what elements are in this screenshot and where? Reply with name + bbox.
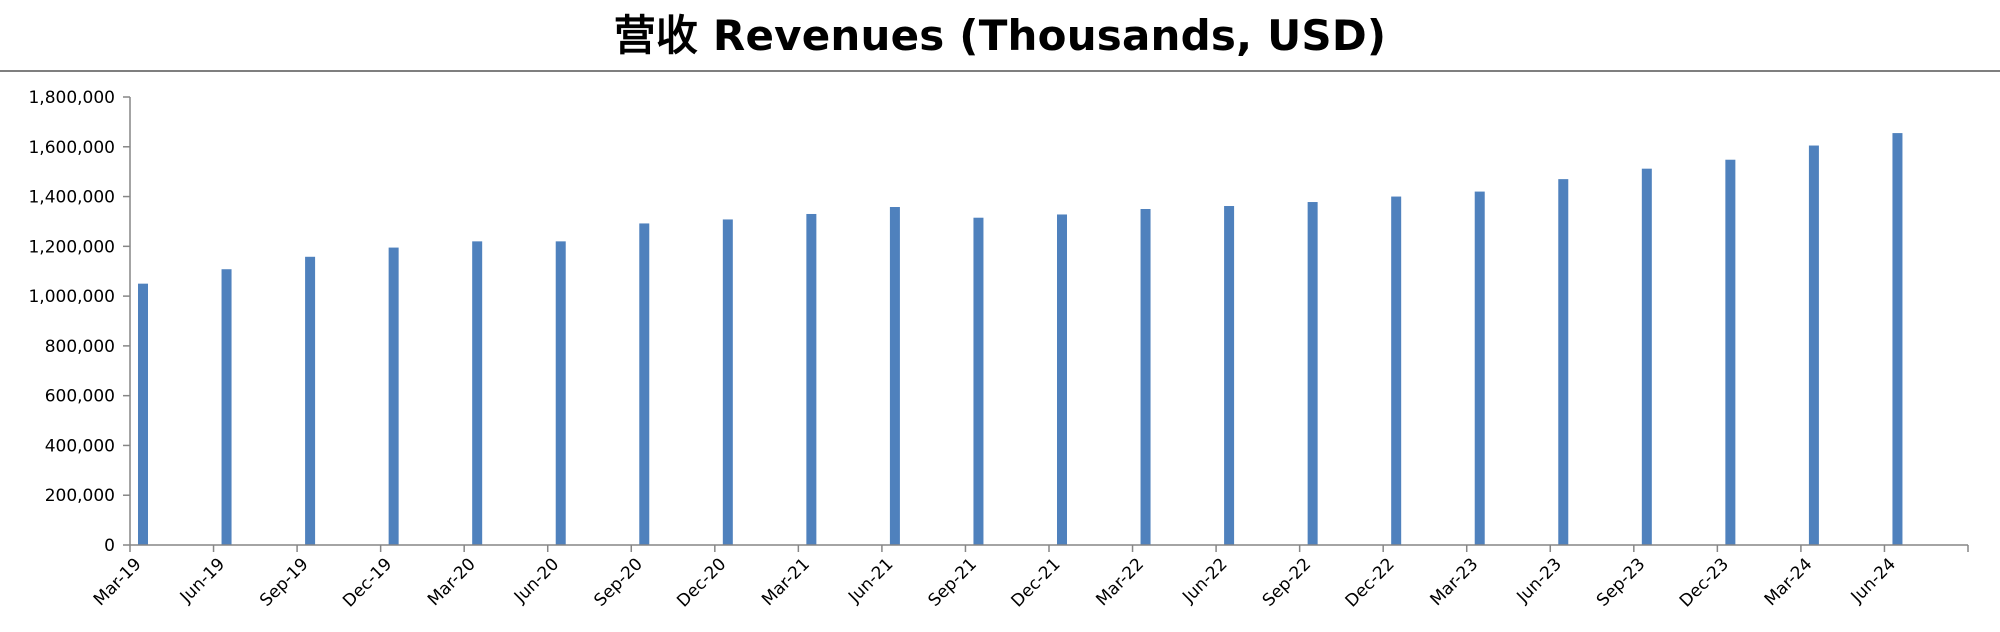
- bar: [305, 256, 316, 545]
- x-tick-label: Sep-20: [590, 554, 646, 610]
- bar: [1725, 159, 1736, 545]
- y-tick-label: 0: [104, 536, 115, 556]
- bar: [1641, 168, 1652, 545]
- x-tick-label: Mar-23: [1427, 554, 1483, 610]
- x-tick-label: Jun-22: [1178, 554, 1231, 607]
- x-tick-label: Jun-21: [844, 554, 897, 607]
- x-tick-label: Jun-24: [1847, 554, 1900, 607]
- bar: [889, 207, 900, 545]
- y-tick-label: 1,200,000: [28, 237, 115, 257]
- bar: [555, 241, 566, 545]
- x-axis-ticks: Mar-19 Jun-19 Sep-19 Dec-19 Mar-20 Jun-20 Sep-…: [90, 545, 1969, 611]
- y-axis-ticks: 0 200,000 400,000 600,000 800,000 1,000,000 1,…: [28, 88, 130, 556]
- x-tick-label: Sep-21: [925, 554, 981, 610]
- y-tick-label: 1,800,000: [28, 88, 115, 108]
- x-tick-label: Mar-22: [1092, 554, 1148, 610]
- x-tick-label: Jun-20: [510, 554, 563, 607]
- bar: [1224, 206, 1235, 545]
- bar: [388, 247, 399, 546]
- x-tick-label: Sep-23: [1593, 554, 1649, 610]
- x-tick-label: Dec-22: [1342, 554, 1399, 611]
- bar: [1558, 179, 1569, 545]
- x-tick-label: Sep-19: [256, 554, 312, 610]
- bar: [1474, 191, 1485, 546]
- x-tick-label: Jun-19: [176, 554, 229, 607]
- x-tick-label: Sep-22: [1259, 554, 1315, 610]
- x-tick-label: Dec-20: [673, 554, 730, 611]
- x-tick-label: Jun-23: [1513, 554, 1566, 607]
- title-divider: [0, 70, 2000, 72]
- y-tick-label: 1,400,000: [28, 188, 115, 208]
- bar: [1057, 214, 1067, 545]
- bar: [1892, 133, 1903, 546]
- y-tick-label: 200,000: [45, 486, 115, 506]
- x-tick-label: Mar-19: [90, 554, 146, 610]
- bar: [138, 283, 148, 545]
- x-tick-label: Mar-24: [1761, 554, 1817, 610]
- y-tick-label: 1,000,000: [28, 287, 115, 307]
- bar: [1140, 209, 1151, 545]
- y-tick-label: 400,000: [45, 436, 115, 456]
- bar: [472, 241, 483, 545]
- y-tick-label: 600,000: [45, 387, 115, 407]
- bar: [722, 219, 733, 545]
- x-tick-label: Dec-23: [1676, 554, 1733, 611]
- y-tick-label: 1,600,000: [28, 138, 115, 158]
- x-tick-label: Mar-21: [758, 554, 814, 610]
- bar: [1808, 145, 1819, 546]
- x-tick-label: Dec-19: [339, 554, 396, 611]
- bar: [1307, 202, 1318, 545]
- bar: [639, 223, 650, 546]
- chart-title: 营收 Revenues (Thousands, USD): [613, 11, 1387, 60]
- x-tick-label: Mar-20: [424, 554, 480, 610]
- y-tick-label: 800,000: [45, 337, 115, 357]
- bar: [973, 217, 984, 545]
- x-tick-label: Dec-21: [1007, 554, 1064, 611]
- bar: [1391, 196, 1402, 546]
- bar: [806, 213, 817, 545]
- bar-series: [138, 133, 1903, 546]
- bar: [221, 269, 232, 545]
